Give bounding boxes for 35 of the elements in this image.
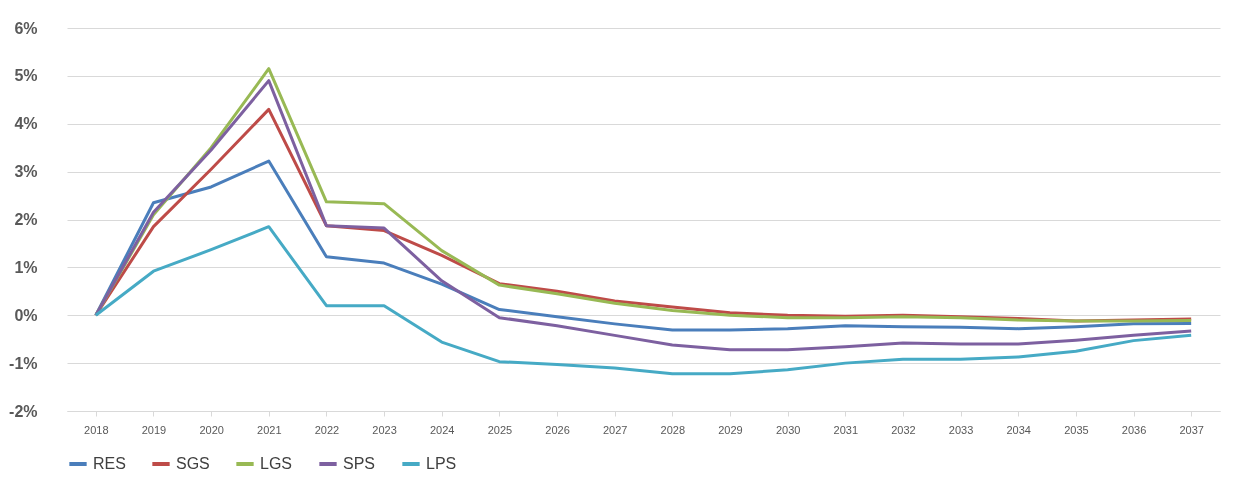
x-tick-label: 2033 bbox=[948, 423, 974, 436]
x-tick-label: 2024 bbox=[429, 423, 455, 436]
line-series bbox=[94, 225, 1193, 376]
x-tick-label: 2023 bbox=[372, 423, 397, 436]
x-tick-label: 2026 bbox=[545, 423, 570, 436]
x-tick-label: 2019 bbox=[141, 423, 167, 436]
y-tick-label: 0% bbox=[14, 306, 38, 324]
x-tick-label: 2020 bbox=[199, 423, 224, 436]
y-tick-label: 1% bbox=[14, 258, 38, 276]
x-tick-label: 2028 bbox=[660, 423, 686, 436]
legend-label: LGS bbox=[260, 455, 293, 472]
x-tick-label: 2025 bbox=[487, 423, 513, 436]
y-tick-label: 4% bbox=[14, 115, 38, 133]
x-tick-label: 2030 bbox=[775, 423, 801, 436]
x-tick-label: 2036 bbox=[1121, 423, 1147, 436]
y-tick-label: 2% bbox=[14, 211, 38, 228]
y-tick-label: 3% bbox=[14, 163, 38, 181]
legend-label: RES bbox=[93, 455, 126, 472]
x-tick-label: 2034 bbox=[1006, 423, 1031, 436]
x-tick-label: 2027 bbox=[602, 423, 628, 436]
x-tick-label: 2021 bbox=[257, 423, 282, 436]
x-tick-label: 2037 bbox=[1179, 423, 1204, 436]
y-tick-label: 6% bbox=[14, 19, 38, 37]
legend-label: SPS bbox=[343, 455, 376, 472]
x-tick-label: 2022 bbox=[314, 423, 340, 436]
x-tick-label: 2018 bbox=[84, 423, 109, 436]
x-tick-label: 2032 bbox=[891, 423, 916, 436]
legend-label: LPS bbox=[426, 455, 457, 472]
y-tick-label: -2% bbox=[9, 402, 38, 420]
y-tick-label: 5% bbox=[14, 67, 38, 85]
x-tick-label: 2035 bbox=[1064, 423, 1089, 436]
y-tick-label: -1% bbox=[9, 354, 38, 372]
x-tick-label: 2029 bbox=[718, 423, 743, 436]
x-tick-label: 2031 bbox=[833, 423, 859, 436]
legend-label: SGS bbox=[176, 455, 210, 472]
